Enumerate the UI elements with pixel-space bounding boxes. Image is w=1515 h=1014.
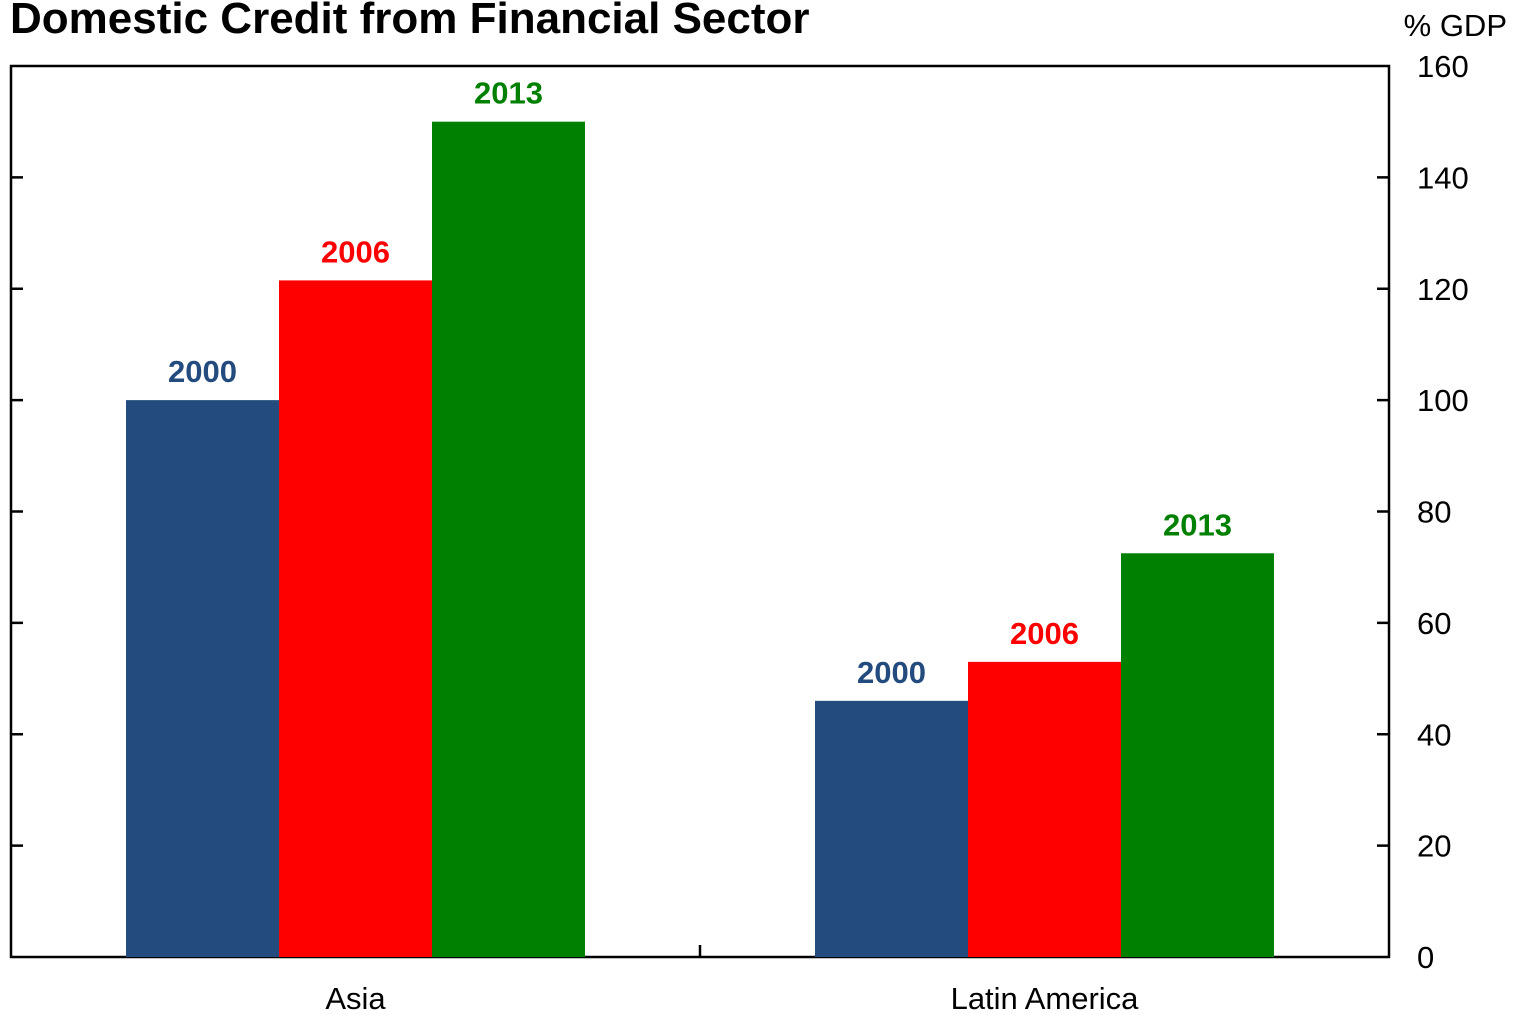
bar-latin-america-2006 — [968, 661, 1121, 957]
y-tick-label-160: 160 — [1417, 49, 1469, 84]
data-label-latin-america-2006: 2006 — [1010, 616, 1079, 651]
y-tick-label-120: 120 — [1417, 272, 1469, 307]
x-category-label-latin-america: Latin America — [951, 981, 1140, 1014]
x-axis: Asia Latin America — [325, 945, 1139, 1014]
data-label-latin-america-2013: 2013 — [1163, 507, 1232, 542]
y-axis-unit-label: % GDP — [1404, 8, 1507, 43]
y-tick-label-0: 0 — [1417, 940, 1434, 975]
bar-asia-2000 — [126, 400, 279, 957]
y-tick-label-20: 20 — [1417, 829, 1451, 864]
data-label-asia-2006: 2006 — [321, 234, 390, 269]
y-tick-label-140: 140 — [1417, 160, 1469, 195]
bar-latin-america-2000 — [815, 700, 968, 957]
y-tick-label-60: 60 — [1417, 606, 1451, 641]
data-label-asia-2013: 2013 — [474, 76, 543, 111]
y-tick-label-100: 100 — [1417, 383, 1469, 418]
bar-asia-2006 — [279, 280, 432, 958]
data-label-asia-2000: 2000 — [168, 354, 237, 389]
y-tick-label-80: 80 — [1417, 495, 1451, 530]
data-label-latin-america-2000: 2000 — [857, 655, 926, 690]
bar-latin-america-2013 — [1121, 553, 1274, 957]
y-tick-label-40: 40 — [1417, 717, 1451, 752]
x-category-label-asia: Asia — [325, 981, 386, 1014]
chart-title: Domestic Credit from Financial Sector — [10, 0, 810, 43]
data-labels-layer: 2000 2006 2013 2000 2006 2013 — [168, 76, 1232, 690]
bar-asia-2013 — [432, 121, 585, 957]
bars-layer — [126, 121, 1274, 958]
y-axis-ticks: 0 20 40 60 80 100 120 140 160 — [11, 49, 1469, 975]
